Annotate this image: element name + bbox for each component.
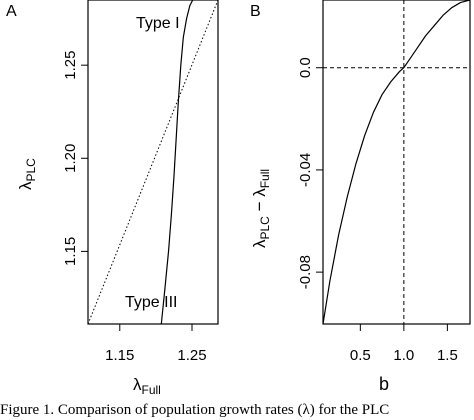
panel-a-marks bbox=[88, 0, 218, 324]
panel-a-label: A bbox=[6, 3, 17, 20]
panel-a: A 1.15 1.25 1.151.201.25 Type I Type III … bbox=[6, 0, 219, 397]
panel-b-y-tick-label: -0.04 bbox=[297, 153, 314, 187]
panel-b-x-axis-label: b bbox=[379, 374, 389, 394]
panel-b-y-axis-label: λPLC − λFull bbox=[250, 169, 272, 248]
panel-a-y-ticks: 1.15 1.20 1.25 bbox=[62, 51, 88, 266]
panel-b-y-axis-label-part-1: λ bbox=[250, 239, 269, 248]
panel-b-series-solid-line bbox=[323, 0, 470, 324]
figure-caption: Figure 1. Comparison of population growt… bbox=[0, 402, 390, 418]
panel-b-y-tick-label: 0.0 bbox=[297, 57, 314, 78]
panel-a-x-axis-label-main: λ bbox=[133, 375, 142, 394]
panel-b-y-tick-label: -0.08 bbox=[297, 255, 314, 289]
panel-b-label: B bbox=[250, 3, 261, 20]
panel-a-y-tick-label: 1.25 bbox=[62, 51, 79, 80]
panel-b-marks bbox=[323, 0, 470, 324]
panel-a-annotation-type-i: Type I bbox=[136, 15, 180, 32]
panel-b-y-axis-label-part-3: − λ bbox=[250, 188, 269, 216]
panel-b-x-tick-label: 1.5 bbox=[437, 347, 458, 364]
panel-a-x-tick-label: 1.15 bbox=[105, 347, 134, 364]
panel-a-annotation-type-iii: Type III bbox=[125, 294, 177, 311]
panel-b-plot-frame bbox=[322, 0, 471, 325]
panel-b-x-tick-label: 1.0 bbox=[393, 347, 414, 364]
panel-a-y-axis-label: λPLC bbox=[16, 158, 38, 190]
panel-a-x-tick-label: 1.25 bbox=[177, 347, 206, 364]
panel-a-series-solid-line bbox=[160, 0, 194, 324]
panel-b: B 0.5 1.0 1.5 -0.08 -0.04 0.0 b λPLC − λFull bbox=[250, 0, 471, 394]
panel-a-y-axis-label-sub: PLC bbox=[24, 158, 38, 182]
panel-b-x-ticks: 0.5 1.0 1.5 bbox=[350, 324, 458, 364]
panel-a-x-ticks: 1.15 1.25 bbox=[105, 324, 207, 364]
panel-a-y-axis-label-main: λ bbox=[16, 181, 35, 190]
panel-a-series-dotted-line bbox=[88, 0, 218, 324]
panel-b-y-ticks: -0.08 -0.04 0.0 bbox=[297, 57, 323, 289]
panel-a-y-tick-label: 1.15 bbox=[62, 237, 79, 266]
panel-a-x-axis-label: λFull bbox=[133, 375, 161, 397]
panel-a-x-axis-label-sub: Full bbox=[142, 383, 161, 397]
panel-b-y-axis-label-part-2: PLC bbox=[258, 216, 272, 240]
panel-a-plot-frame bbox=[87, 0, 219, 325]
panel-b-x-tick-label: 0.5 bbox=[350, 347, 371, 364]
panel-a-y-tick-label: 1.20 bbox=[62, 144, 79, 173]
panel-b-y-axis-label-part-4: Full bbox=[258, 169, 272, 188]
